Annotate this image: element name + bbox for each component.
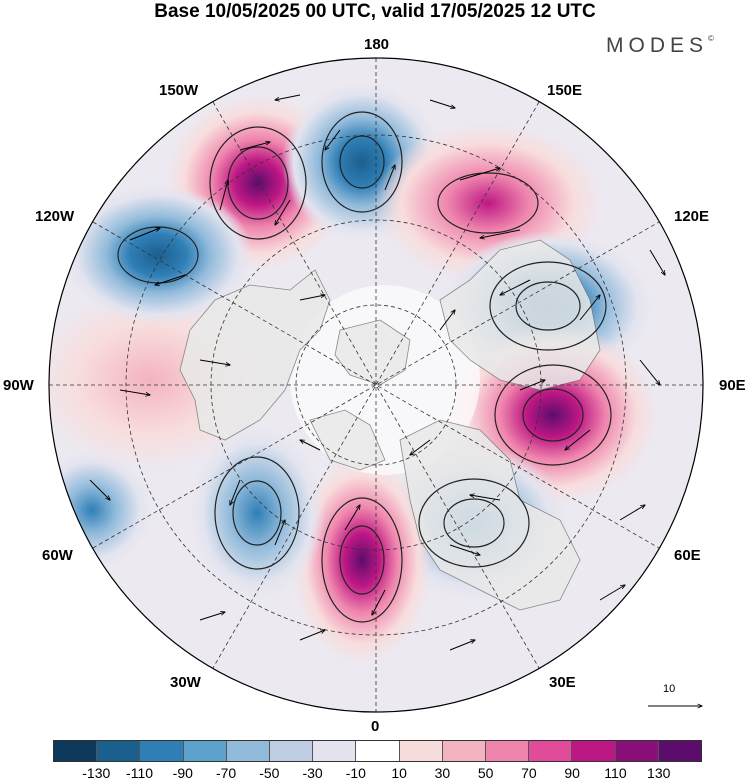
anomaly-negative-30w	[189, 425, 325, 601]
colorbar-tick-label: 110	[604, 765, 627, 781]
lon-label-30w: 30W	[170, 674, 201, 691]
colorbar-tick-label: 10	[391, 765, 407, 781]
colorbar-cell	[270, 741, 314, 761]
colorbar-cell	[140, 741, 184, 761]
map-disk	[49, 58, 703, 712]
colorbar-cell	[356, 741, 400, 761]
colorbar-cell	[486, 741, 530, 761]
colorbar-tick-label: -50	[259, 765, 280, 781]
colorbar-tick-label: -90	[172, 765, 193, 781]
colorbar-cell	[183, 741, 227, 761]
colorbar-tick-label: -30	[302, 765, 323, 781]
colorbar-cell	[529, 741, 573, 761]
colorbar-tick-label: -70	[215, 765, 237, 781]
lon-label-120e: 120E	[674, 208, 710, 225]
colorbar-tick-label: -130	[82, 765, 111, 781]
colorbar-cell	[399, 741, 443, 761]
colorbar-tick-label: 70	[521, 765, 537, 781]
map-title: Base 10/05/2025 00 UTC, valid 17/05/2025…	[154, 1, 596, 22]
colorbar-tick-label: -10	[345, 765, 366, 781]
colorbar	[53, 740, 702, 762]
colorbar-tick-label: 50	[477, 765, 494, 781]
map-border	[48, 57, 704, 713]
colorbar-cell	[313, 741, 357, 761]
colorbar-cell	[658, 741, 702, 761]
lon-label-120w: 120W	[35, 208, 75, 225]
colorbar-cell	[97, 741, 141, 761]
colorbar-tick-label: 30	[434, 765, 451, 781]
colorbar-cell	[572, 741, 616, 761]
brand-logo: MODES©	[606, 34, 714, 57]
colorbar-tick-label: 90	[564, 765, 580, 781]
lon-label-30e: 30E	[549, 674, 576, 691]
reference-vector-label: 10	[663, 683, 676, 695]
colorbar-tick-label: -110	[126, 765, 154, 781]
graticule	[49, 58, 703, 712]
colorbar-cell	[226, 741, 271, 761]
lon-label-180: 180	[364, 36, 390, 53]
colorbar-cell	[615, 741, 659, 761]
lon-label-150w: 150W	[159, 82, 199, 99]
lon-label-90e: 90E	[719, 377, 746, 394]
colorbar-cell	[54, 741, 98, 761]
lon-label-150e: 150E	[547, 82, 583, 99]
lon-label-90w: 90W	[3, 377, 34, 394]
anomaly-negative-125w	[63, 185, 253, 325]
anomaly-positive-5e	[292, 455, 432, 665]
lon-label-60w: 60W	[42, 547, 73, 564]
colorbar-cell	[442, 741, 487, 761]
land-outlines	[59, 239, 601, 641]
colorbar-tick-label: 130	[647, 765, 671, 781]
lon-label-0: 0	[371, 718, 380, 735]
lon-label-60e: 60E	[674, 547, 701, 564]
wind-vectors	[89, 94, 665, 651]
